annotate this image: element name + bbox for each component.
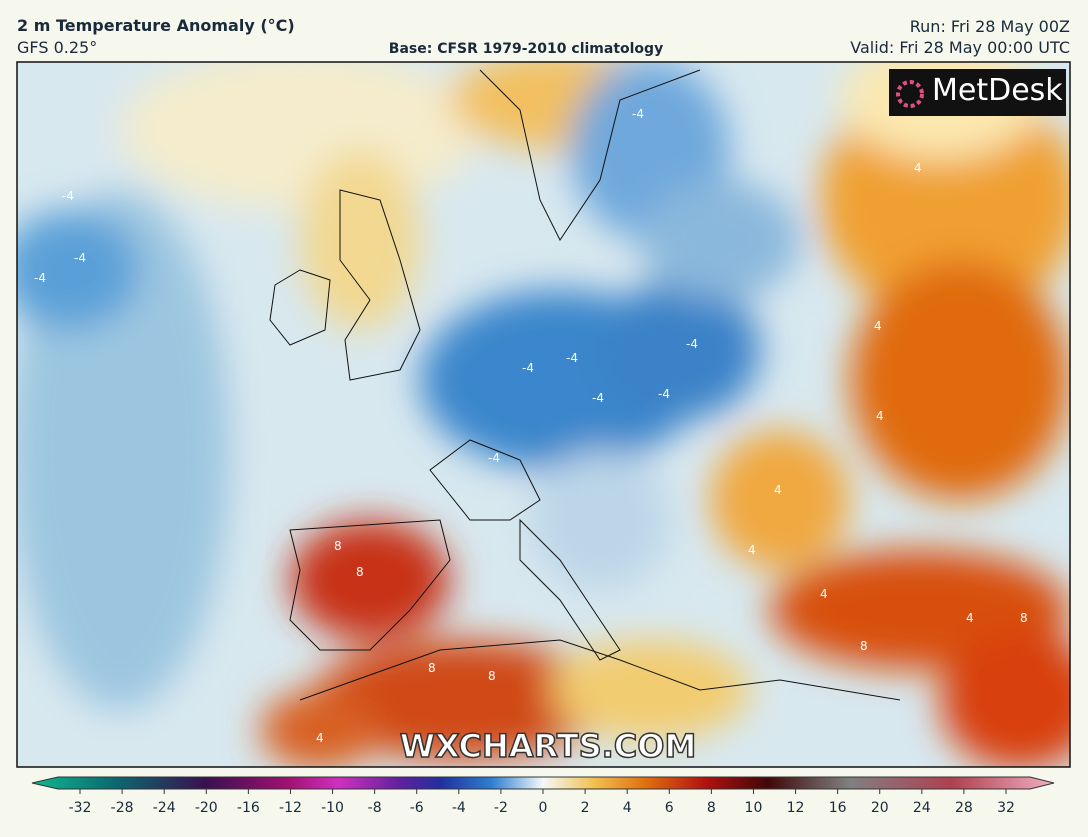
contour-label: -4 [686, 337, 698, 351]
colorbar-tick-label: 28 [955, 800, 973, 816]
map-frame [16, 61, 1071, 768]
colorbar-tick-label: -20 [195, 800, 218, 816]
run: Run: Fri 28 May 00Z [910, 17, 1070, 36]
colorbar-tick-label: -12 [279, 800, 302, 816]
map [17, 62, 1070, 767]
colorbar-tick-label: 10 [745, 800, 763, 816]
contour-label: 8 [860, 639, 868, 653]
model: GFS 0.25° [17, 38, 97, 57]
colorbar [31, 776, 1055, 790]
colorbar-tick-label: -32 [69, 800, 92, 816]
colorbar-tick-label: -10 [321, 800, 344, 816]
colorbar-ticks: -32 -28 -24 -20 -16 -12 -10 -8 -6 -4 -2 0 2 4 6 8 10 12 16… [69, 789, 1015, 816]
contour-label: 4 [774, 483, 782, 497]
contour-label: -4 [62, 189, 74, 203]
logo-icon [896, 80, 924, 108]
colorbar-tick-label: -28 [111, 800, 134, 816]
contour-label: 8 [334, 539, 342, 553]
colorbar-tick-label: 4 [623, 800, 632, 816]
colorbar-tick-label: 12 [787, 800, 805, 816]
colorbar-tick-label: 16 [829, 800, 847, 816]
base: Base: CFSR 1979-2010 climatology [389, 41, 663, 57]
colorbar-tick-label: -2 [494, 800, 508, 816]
contour-label: 8 [356, 565, 364, 579]
colorbar-tick-label: -6 [410, 800, 424, 816]
contour-label: -4 [658, 387, 670, 401]
colorbar-tick-label: 2 [581, 800, 590, 816]
contour-label: 8 [428, 661, 436, 675]
colorbar-tick-label: 24 [913, 800, 931, 816]
colorbar-tick-label: 0 [539, 800, 548, 816]
contour-label: 4 [966, 611, 974, 625]
colorbar-tick-label: 6 [665, 800, 674, 816]
contour-label: -4 [566, 351, 578, 365]
valid: Valid: Fri 28 May 00:00 UTC [850, 38, 1070, 57]
contour-label: -4 [592, 391, 604, 405]
contour-label: -4 [522, 361, 534, 375]
contour-label: 4 [748, 543, 756, 557]
colorbar-tick-label: -4 [452, 800, 466, 816]
contour-label: 4 [820, 587, 828, 601]
colorbar-tick-label: -24 [153, 800, 176, 816]
contour-label: 4 [874, 319, 882, 333]
contour-label: 8 [488, 669, 496, 683]
contour-label: 4 [316, 731, 324, 745]
contour-label: 4 [876, 409, 884, 423]
colorbar-tick-label: -8 [368, 800, 382, 816]
logo-box [889, 69, 1066, 116]
contour-label: 4 [914, 161, 922, 175]
contour-label: 8 [1020, 611, 1028, 625]
colorbar-tick-label: -16 [237, 800, 260, 816]
title: 2 m Temperature Anomaly (°C) [17, 16, 295, 35]
contour-label: -4 [488, 451, 500, 465]
colorbar-tick-label: 8 [707, 800, 716, 816]
colorbar-tick-label: 32 [997, 800, 1015, 816]
colorbar-tick-label: 20 [871, 800, 889, 816]
watermark: WXCHARTS.COM [400, 727, 697, 765]
logo: MetDesk [932, 73, 1063, 108]
contour-label: -4 [74, 251, 86, 265]
contour-label: -4 [632, 107, 644, 121]
contour-label: -4 [34, 271, 46, 285]
